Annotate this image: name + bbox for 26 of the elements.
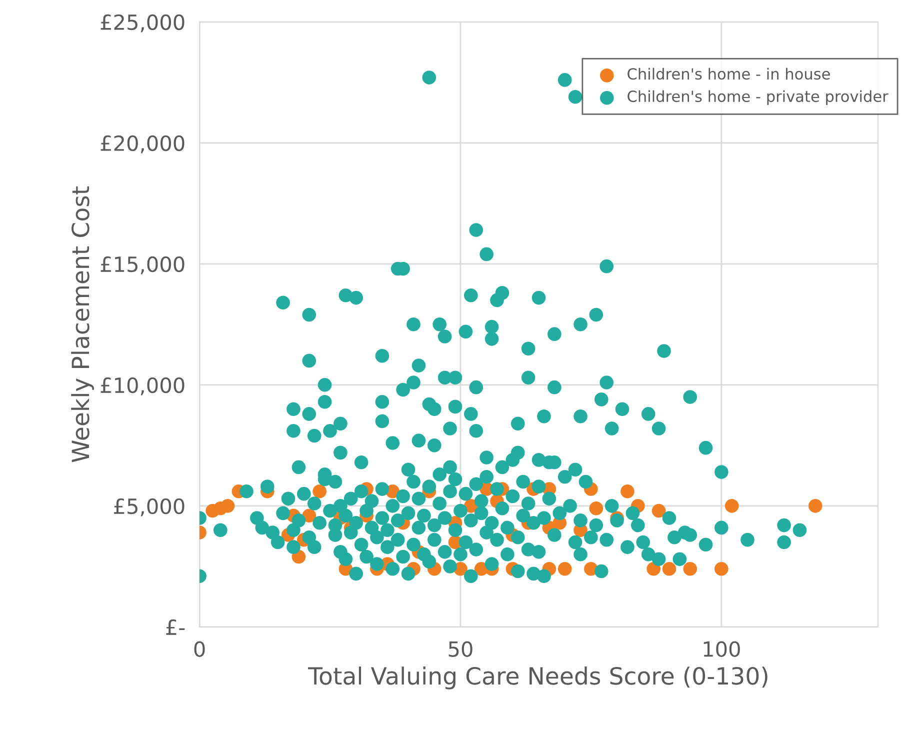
x-axis-title: Total Valuing Care Needs Score (0-130): [308, 666, 768, 690]
point: [589, 501, 604, 516]
point: [292, 550, 306, 564]
point: [558, 562, 572, 576]
legend-label: Children's home - private provider: [628, 90, 888, 106]
y-tick-label: £25,000: [100, 14, 184, 32]
y-tick-label: £-: [166, 619, 185, 635]
y-tick-label: £5,000: [114, 498, 184, 516]
point: [620, 484, 634, 498]
point: [714, 562, 728, 576]
y-tick-label: £10,000: [100, 377, 184, 396]
x-tick-label: 50: [448, 641, 472, 657]
x-tick-label: 100: [704, 641, 740, 657]
point: [646, 562, 660, 576]
y-tick-label: £15,000: [100, 256, 184, 274]
point: [220, 499, 235, 513]
point: [652, 504, 666, 518]
y-axis-title: Weekly Placement Cost: [71, 186, 94, 462]
point: [662, 562, 676, 576]
y-tick-label: £20,000: [100, 135, 184, 154]
legend-label: Children's home - in house: [628, 68, 830, 80]
point: [683, 562, 698, 576]
point: [724, 499, 739, 513]
point: [808, 499, 822, 513]
x-tick-label: 0: [194, 641, 205, 657]
point: [312, 484, 326, 498]
